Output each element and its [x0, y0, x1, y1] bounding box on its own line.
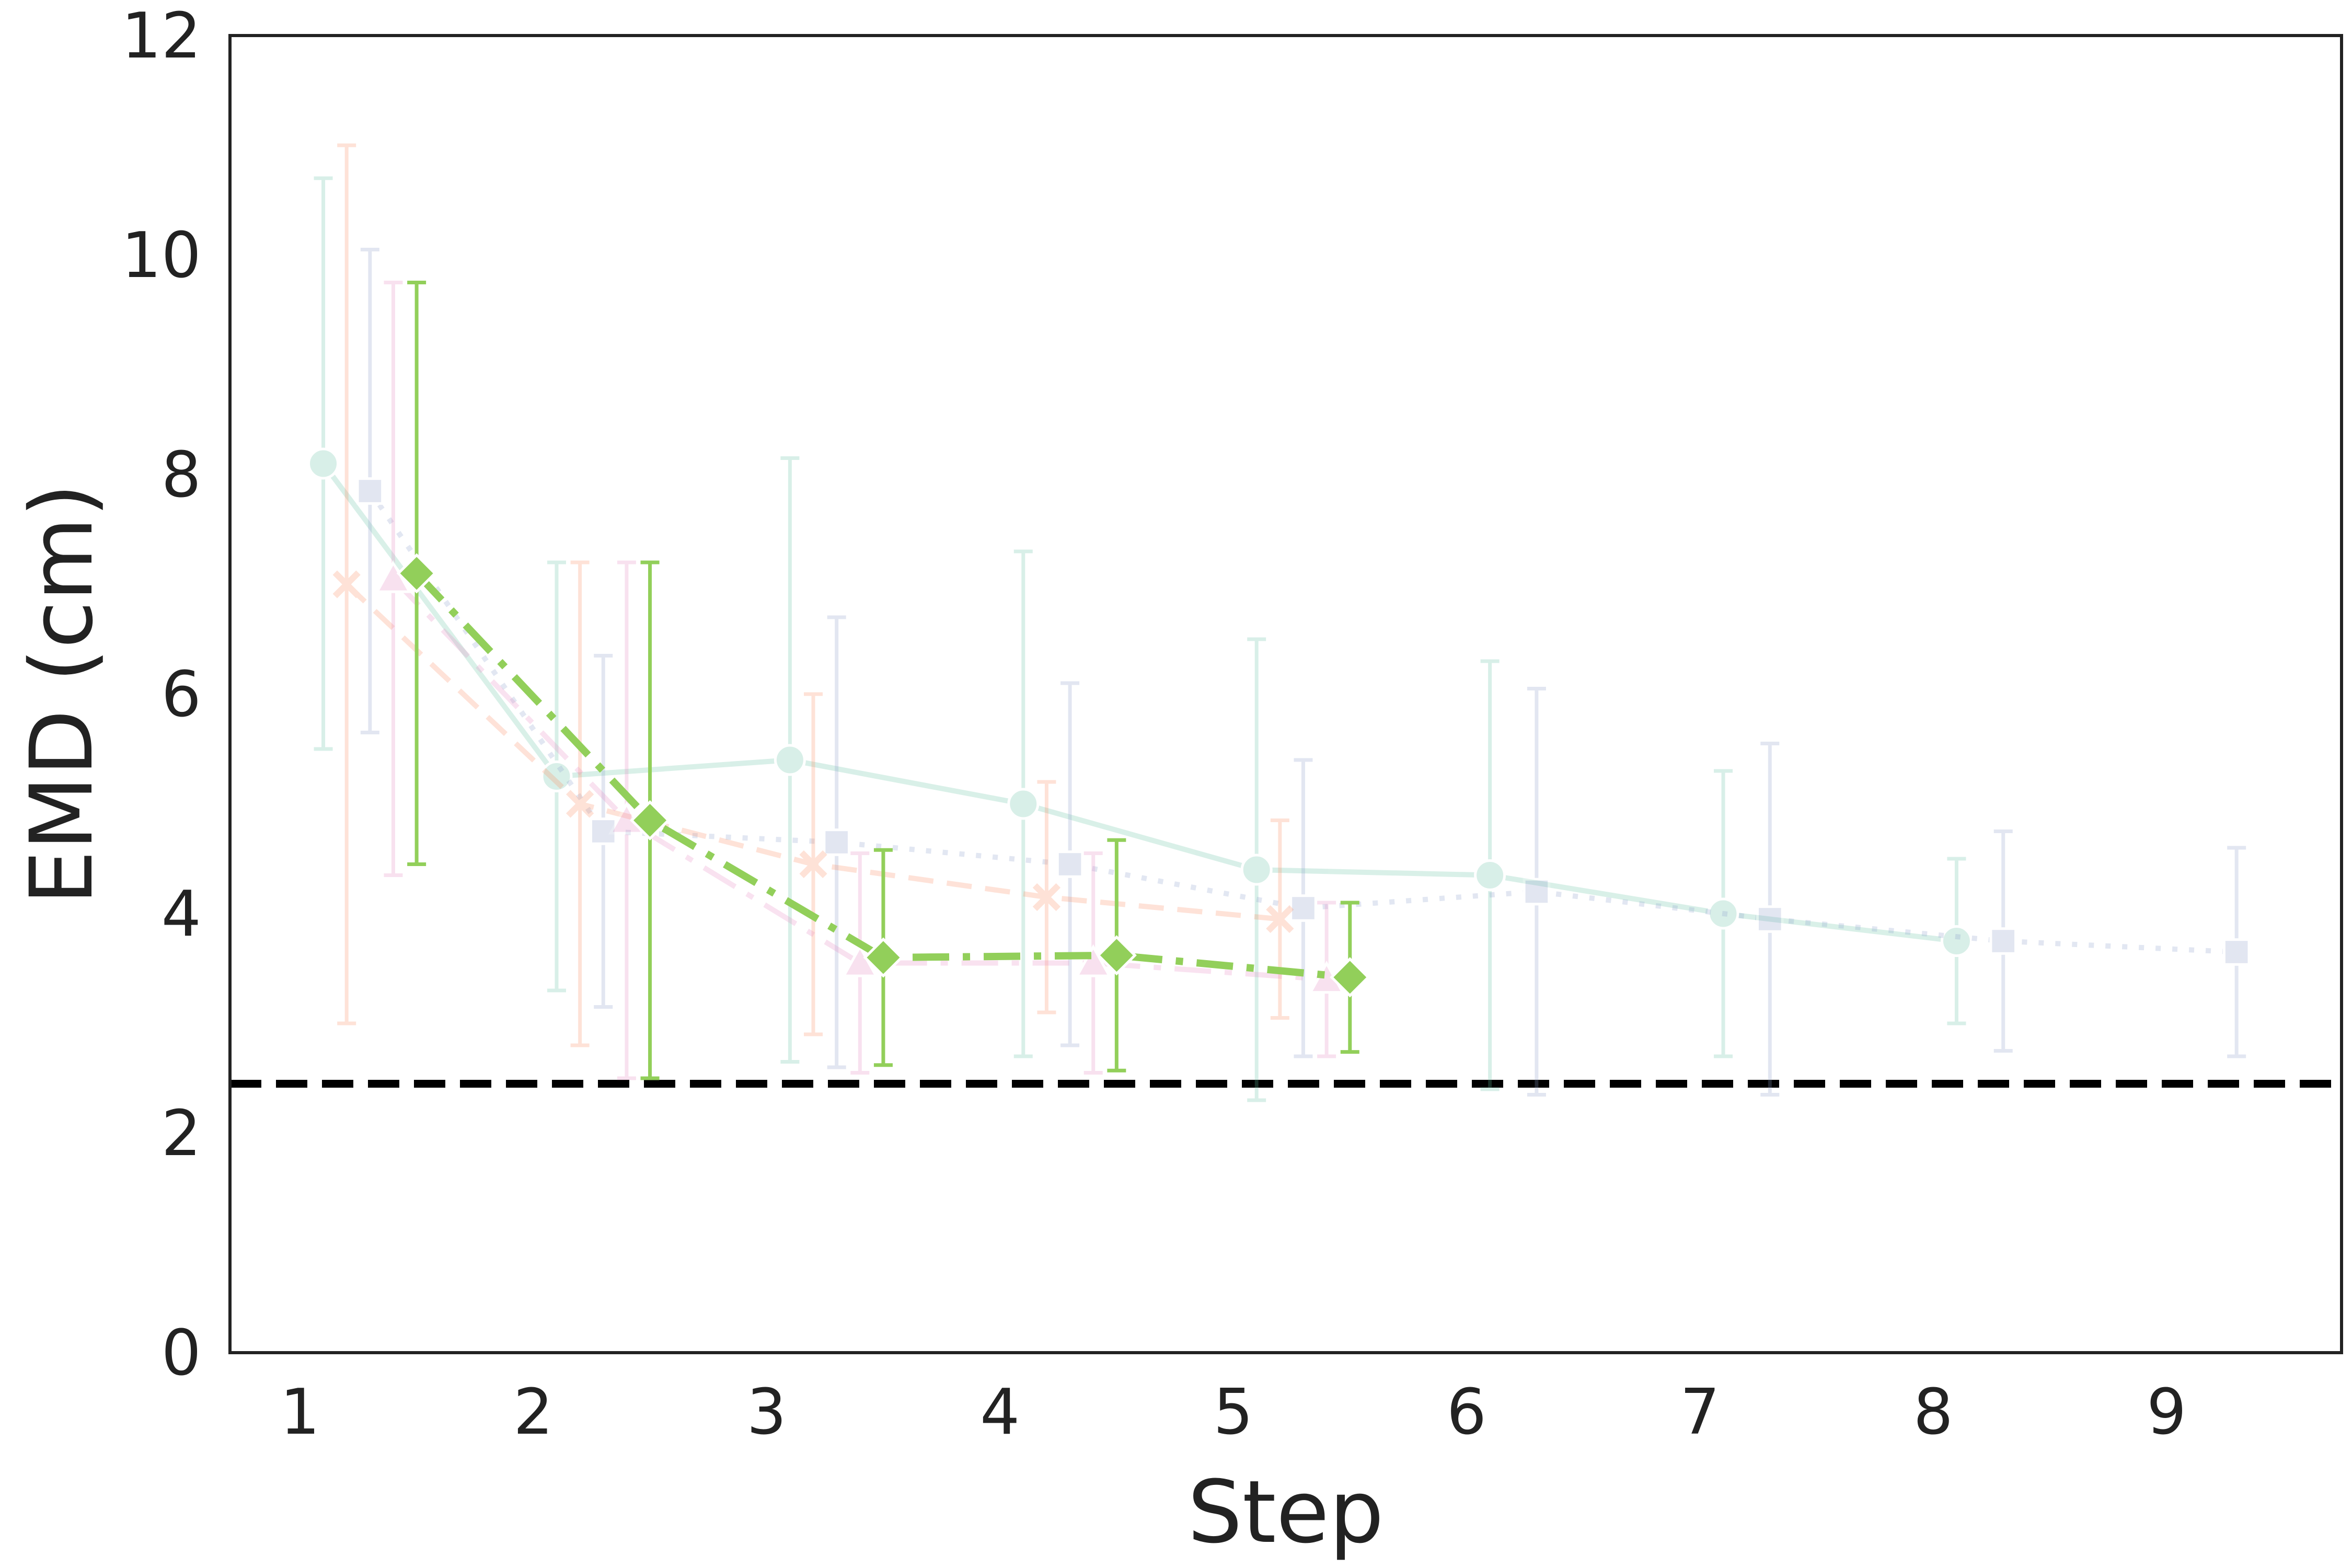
x-tick-label: 6	[1447, 1376, 1486, 1449]
data-point	[2222, 938, 2251, 966]
x-tick-label: 4	[980, 1376, 1020, 1449]
data-point	[1523, 878, 1551, 906]
data-point	[1474, 859, 1506, 891]
y-tick-label: 12	[121, 0, 201, 73]
series-x	[332, 143, 1294, 1047]
y-tick-label: 2	[162, 1098, 201, 1170]
data-point	[1330, 957, 1370, 998]
plot-area	[230, 143, 2342, 1102]
data-point	[1007, 788, 1040, 820]
data-point	[566, 790, 594, 818]
data-point	[1289, 894, 1317, 922]
data-point	[774, 744, 806, 776]
x-tick-label: 1	[280, 1376, 320, 1449]
series-diamond	[396, 281, 1370, 1080]
data-point	[356, 477, 384, 505]
x-tick-label: 7	[1680, 1376, 1720, 1449]
y-tick-label: 8	[162, 439, 201, 512]
data-point	[1056, 850, 1084, 878]
data-point	[1075, 944, 1112, 977]
data-point	[589, 817, 617, 845]
series-square	[356, 248, 2251, 1097]
y-tick-label: 0	[162, 1317, 201, 1390]
data-point	[1707, 897, 1739, 930]
x-tick-label: 3	[747, 1376, 787, 1449]
data-point	[1240, 854, 1273, 886]
x-tick-label: 2	[513, 1376, 553, 1449]
series-line	[321, 462, 1957, 944]
data-point	[630, 800, 671, 841]
x-tick-label: 9	[2147, 1376, 2186, 1449]
series-line	[414, 571, 1351, 981]
x-tick-label: 8	[1913, 1376, 1953, 1449]
y-tick-label: 6	[162, 659, 201, 731]
data-point	[396, 553, 437, 594]
data-point	[1266, 905, 1294, 933]
data-point	[1756, 905, 1784, 933]
data-point	[1940, 925, 1973, 957]
data-point	[307, 447, 340, 480]
data-point	[823, 828, 850, 856]
data-point	[1989, 927, 2017, 955]
series-line	[344, 582, 1281, 922]
series-triangle	[375, 281, 1345, 1080]
data-point	[540, 760, 573, 792]
data-point	[799, 850, 827, 879]
series-line	[367, 489, 2237, 955]
plot-frame	[228, 34, 2343, 1354]
data-point	[863, 937, 904, 978]
series-circle	[307, 176, 1973, 1102]
data-point	[1032, 883, 1061, 912]
data-point	[332, 570, 361, 598]
x-tick-label: 5	[1213, 1376, 1253, 1449]
series-line	[391, 577, 1327, 982]
data-point	[1096, 935, 1137, 976]
y-axis-title: EMD (cm)	[11, 483, 112, 905]
y-tick-label: 10	[121, 220, 201, 292]
x-axis-title: Step	[1187, 1462, 1384, 1562]
y-tick-label: 4	[162, 878, 201, 951]
